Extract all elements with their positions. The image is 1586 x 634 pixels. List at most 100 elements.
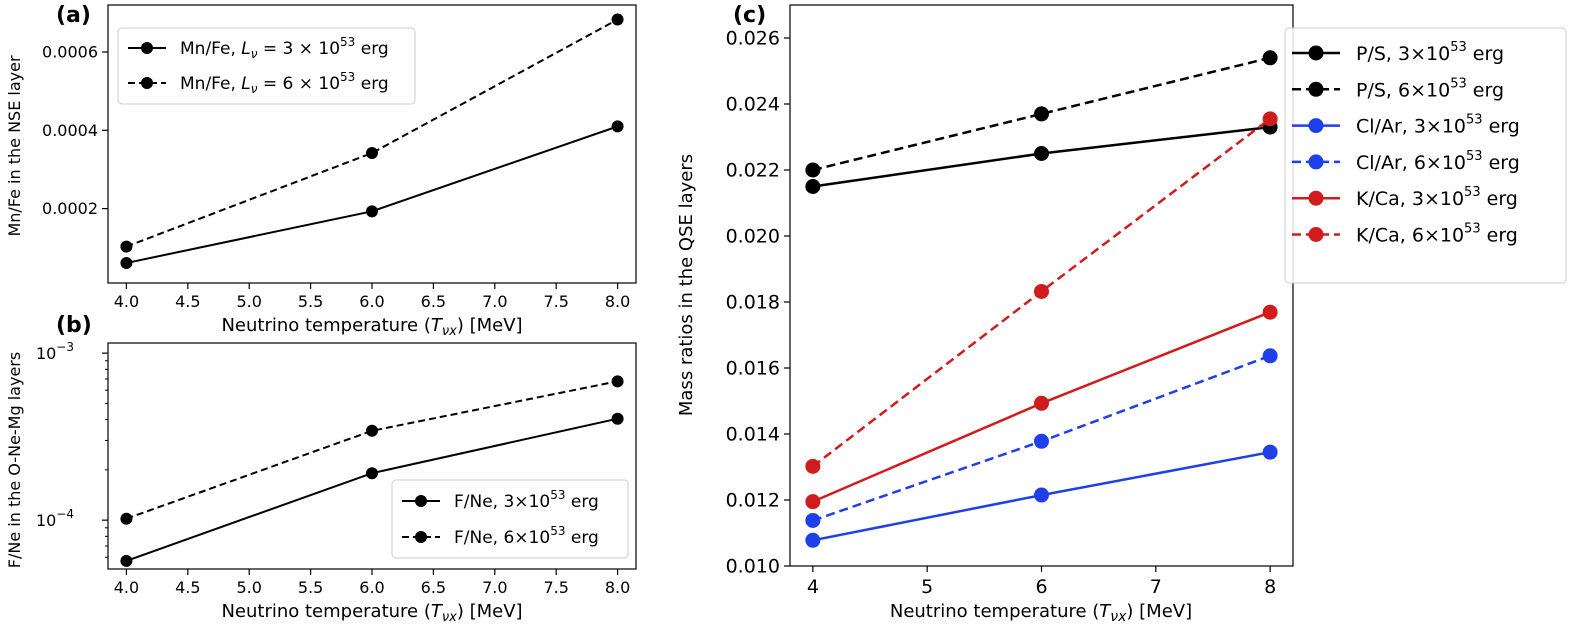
panel-b-legend: F/Ne, 3×1053 erg F/Ne, 6×1053 erg	[391, 479, 629, 559]
legend-label-mnfe-6e53: Mn/Fe, Lν = 6 × 1053 erg	[180, 70, 389, 96]
data-point-cl-ar-6-10-53-erg	[805, 512, 821, 528]
legend-marker-k-ca-6-10-53-erg	[1308, 227, 1324, 242]
x-tick-label: 6.0	[359, 578, 384, 597]
legend-marker-mnfe-6e53	[141, 77, 153, 89]
x-tick-label: 7.5	[543, 292, 568, 311]
data-point-mn-fe-l-3-10-53-erg	[366, 205, 378, 218]
data-point-k-ca-3-10-53-erg	[805, 494, 821, 510]
data-point-mn-fe-l-3-10-53-erg	[611, 120, 624, 133]
data-point-mn-fe-l-3-10-53-erg	[120, 257, 133, 270]
data-point-f-ne-6-10-53-erg	[611, 375, 624, 388]
x-tick-label: 4.5	[175, 292, 200, 311]
x-tick-label: 7.0	[482, 578, 507, 597]
x-tick-label: 5.5	[298, 292, 323, 311]
legend-label-cl-ar-6-10-53-erg: Cl/Ar, 6×1053 erg	[1356, 149, 1520, 174]
data-point-k-ca-6-10-53-erg	[1034, 283, 1049, 299]
y-tick-label: 0.0006	[42, 43, 98, 62]
y-tick-label: 10−4	[36, 507, 74, 530]
x-tick-label: 4	[807, 576, 819, 598]
panel-a: (a) 4.0 4.5 5.0 5.5 6.0 6.5 7.0 7.5 8.0 0.00020.…	[5, 3, 637, 339]
data-point-cl-ar-6-10-53-erg	[1034, 433, 1049, 449]
data-point-f-ne-6-10-53-erg	[120, 512, 133, 525]
y-tick-label: 0.0004	[42, 121, 98, 140]
data-point-cl-ar-6-10-53-erg	[1262, 348, 1278, 364]
data-point-f-ne-6-10-53-erg	[366, 424, 378, 437]
panel-a-y-ticks: 0.0002 0.0004 0.0006	[42, 43, 108, 218]
y-tick-label: 10−3	[36, 340, 74, 363]
data-point-cl-ar-3-10-53-erg	[1262, 444, 1278, 460]
y-tick-label: 0.026	[726, 28, 780, 50]
data-point-cl-ar-3-10-53-erg	[805, 532, 821, 548]
panel-a-x-ticks: 4.0 4.5 5.0 5.5 6.0 6.5 7.0 7.5 8.0	[114, 283, 630, 311]
legend-label-cl-ar-3-10-53-erg: Cl/Ar, 3×1053 erg	[1356, 113, 1520, 138]
legend-marker-p-s-3-10-53-erg	[1308, 45, 1324, 61]
data-point-f-ne-3-10-53-erg	[120, 554, 133, 567]
panel-b-y-ticks: 10−4 10−3	[36, 340, 108, 558]
y-tick-label: 0.0002	[42, 199, 98, 218]
data-point-cl-ar-3-10-53-erg	[1034, 487, 1049, 503]
data-point-mn-fe-l-6-10-53-erg	[611, 13, 624, 26]
panel-b-label: (b)	[56, 313, 92, 338]
data-point-p-s-3-10-53-erg	[805, 179, 821, 194]
data-point-f-ne-3-10-53-erg	[611, 412, 624, 425]
data-point-k-ca-3-10-53-erg	[1034, 395, 1049, 411]
x-tick-label: 6	[1035, 576, 1047, 598]
panel-a-lines	[120, 13, 624, 270]
data-point-mn-fe-l-6-10-53-erg	[366, 147, 378, 160]
panel-c-legend-items: P/S, 3×1053 erg P/S, 6×1053 erg Cl/Ar, 3×1…	[1292, 40, 1520, 247]
y-tick-label: 0.018	[726, 292, 780, 314]
data-point-p-s-6-10-53-erg	[805, 162, 821, 178]
x-tick-label: 4.5	[175, 578, 200, 597]
panel-b-legend-box	[391, 479, 629, 559]
x-tick-label: 5	[921, 576, 933, 598]
y-tick-label: 0.020	[726, 226, 780, 248]
data-point-k-ca-3-10-53-erg	[1262, 304, 1278, 320]
data-point-f-ne-3-10-53-erg	[366, 467, 378, 480]
x-tick-label: 5.5	[298, 578, 323, 597]
panel-a-y-axis-label: Mn/Fe in the NSE layer	[5, 55, 24, 236]
panel-b: (b) 4.0 4.5 5.0 5.5 6.0 6.5 7.0 7.5 8.0 10−4 10−3…	[5, 313, 637, 625]
x-tick-label: 5.0	[236, 578, 261, 597]
x-tick-label: 6.0	[359, 292, 384, 311]
legend-marker-p-s-6-10-53-erg	[1308, 81, 1324, 97]
panel-b-x-axis-label: Neutrino temperature (Tνx) [MeV]	[221, 601, 522, 625]
x-tick-label: 6.5	[421, 578, 446, 597]
legend-label-k-ca-6-10-53-erg: K/Ca, 6×1053 erg	[1356, 222, 1518, 247]
panel-c-y-ticks: 0.010 0.012 0.014 0.016 0.018 0.020 0.022 0.024…	[726, 28, 790, 578]
x-tick-label: 6.5	[421, 292, 446, 311]
y-tick-label: 0.012	[726, 490, 780, 512]
series-line-p-s-6-10-53-erg	[812, 56, 1271, 172]
data-point-mn-fe-l-6-10-53-erg	[120, 240, 133, 253]
legend-marker-fne-3e53	[415, 495, 427, 507]
data-point-k-ca-6-10-53-erg	[805, 458, 821, 474]
x-tick-label: 7.0	[482, 292, 507, 311]
y-tick-label: 0.014	[726, 424, 780, 446]
legend-marker-cl-ar-3-10-53-erg	[1308, 118, 1324, 134]
y-tick-label: 0.022	[726, 160, 780, 182]
data-point-k-ca-6-10-53-erg	[1262, 111, 1278, 127]
panel-a-legend: Mn/Fe, Lν = 3 × 1053 erg Mn/Fe, Lν = 6 ×…	[117, 27, 416, 105]
legend-marker-cl-ar-6-10-53-erg	[1308, 154, 1324, 170]
panel-b-lines	[120, 375, 624, 567]
panel-c-x-axis-label: Neutrino temperature (Tνx) [MeV]	[890, 601, 1192, 625]
panel-c-legend-box	[1284, 27, 1567, 284]
x-tick-label: 8.0	[605, 578, 630, 597]
legend-label-fne-3e53: F/Ne, 3×1053 erg	[454, 488, 599, 512]
data-point-p-s-3-10-53-erg	[1034, 146, 1049, 161]
panel-a-label: (a)	[56, 3, 91, 28]
panel-c-legend: P/S, 3×1053 erg P/S, 6×1053 erg Cl/Ar, 3×1…	[1284, 27, 1567, 284]
panel-c: (c) 4 5 6 7 8 0.010 0.012 0.014 0.016 0.018 0.020…	[676, 3, 1567, 625]
x-tick-label: 7.5	[543, 578, 568, 597]
panel-c-x-ticks: 4 5 6 7 8	[807, 566, 1276, 598]
legend-label-mnfe-3e53: Mn/Fe, Lν = 3 × 1053 erg	[180, 35, 389, 61]
panel-c-y-axis-label: Mass ratios in the QSE layers	[676, 154, 697, 416]
x-tick-label: 4.0	[114, 292, 139, 311]
legend-label-p-s-6-10-53-erg: P/S, 6×1053 erg	[1356, 76, 1504, 101]
x-tick-label: 8	[1264, 576, 1276, 598]
x-tick-label: 4.0	[114, 578, 139, 597]
x-tick-label: 5.0	[236, 292, 261, 311]
x-tick-label: 7	[1150, 576, 1162, 598]
data-point-p-s-6-10-53-erg	[1034, 106, 1049, 122]
series-line-mn-fe-l-3-10-53-erg	[126, 125, 618, 264]
